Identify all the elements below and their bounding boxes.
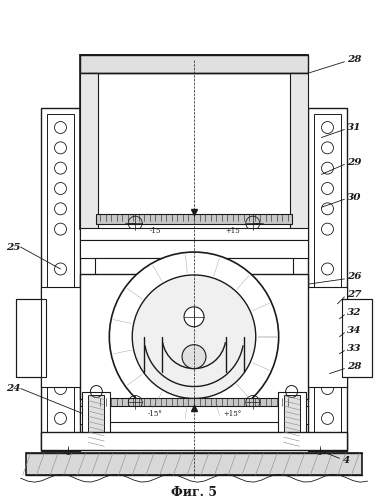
Text: -15°: -15° [148,410,163,418]
Text: 30: 30 [347,193,362,202]
Bar [80,406,308,424]
Bar [80,72,99,229]
Text: 25: 25 [6,242,20,252]
Text: 32: 32 [347,308,362,318]
Bar [96,422,292,434]
Bar [88,72,300,229]
Bar [88,394,104,444]
Text: +15: +15 [225,227,240,235]
Bar [284,394,300,444]
Bar [41,108,80,452]
Text: Фиг. 5: Фиг. 5 [171,486,217,498]
Text: 33: 33 [347,344,362,353]
Bar [41,287,95,386]
Bar [343,299,372,376]
Bar [80,55,308,229]
Bar [278,392,306,450]
Text: -15: -15 [149,227,161,235]
Circle shape [132,275,256,398]
Bar [80,240,308,258]
Bar [82,392,110,450]
Bar [47,114,74,446]
Bar [95,258,293,416]
Bar [96,214,292,224]
Text: +15°: +15° [224,410,242,418]
Bar [16,299,45,376]
Text: 28: 28 [347,362,362,371]
Bar [41,432,347,450]
Bar [80,55,308,72]
Text: 24: 24 [6,384,20,393]
Bar [96,398,292,408]
Text: 26: 26 [347,272,362,281]
Text: 34: 34 [347,326,362,336]
Bar [308,108,347,452]
Bar [80,274,308,400]
Text: 29: 29 [347,158,362,167]
Bar [289,72,308,229]
Bar [80,228,308,240]
Bar [26,454,362,475]
Text: 27: 27 [347,290,362,300]
Bar [293,287,347,386]
Bar [314,114,341,446]
Circle shape [109,252,279,422]
Text: 28: 28 [347,56,362,64]
Circle shape [182,344,206,368]
Text: 31: 31 [347,123,362,132]
Text: 4: 4 [343,456,351,465]
Circle shape [184,307,204,327]
